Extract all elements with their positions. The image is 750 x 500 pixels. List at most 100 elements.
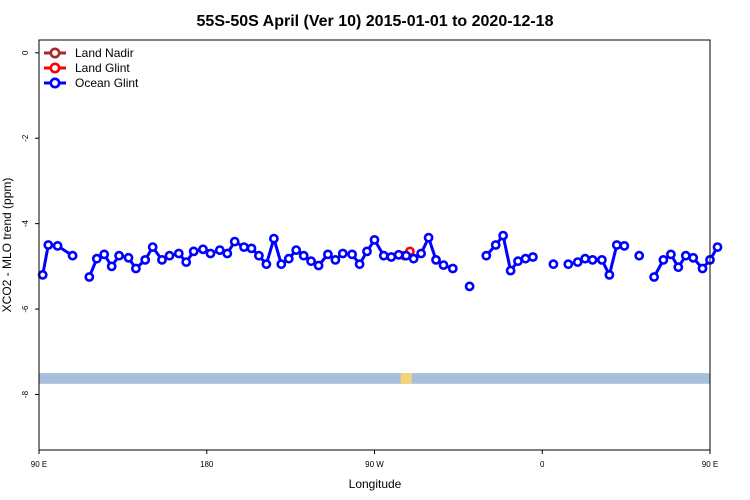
data-point xyxy=(337,248,348,259)
x-axis: 90 E 180 90 W 0 90 E xyxy=(31,450,718,469)
legend-label: Land Nadir xyxy=(75,46,134,60)
data-point xyxy=(291,245,302,255)
data-point xyxy=(298,250,309,261)
data-point xyxy=(408,253,419,264)
data-point xyxy=(611,240,622,250)
x-tick-label: 90 E xyxy=(31,460,47,469)
data-point xyxy=(130,263,141,274)
data-point xyxy=(214,245,225,255)
data-point xyxy=(520,253,531,264)
data-point xyxy=(580,253,590,264)
data-point xyxy=(140,254,151,265)
data-point xyxy=(423,232,434,243)
data-point xyxy=(712,242,723,252)
data-point xyxy=(106,261,117,272)
plot-frame xyxy=(38,39,711,451)
y-tick-label: -2 xyxy=(21,134,30,142)
data-point xyxy=(378,250,389,261)
series-ocean-glint xyxy=(37,230,723,292)
data-point xyxy=(587,254,598,265)
data-point xyxy=(99,249,110,260)
data-point xyxy=(597,254,607,265)
data-point xyxy=(188,246,199,257)
data-point xyxy=(481,250,492,261)
data-point xyxy=(37,269,48,280)
data-point xyxy=(362,246,372,257)
data-point xyxy=(369,234,380,245)
data-point xyxy=(164,250,175,261)
land-mark xyxy=(400,373,412,384)
ocean-band xyxy=(39,373,710,384)
data-point xyxy=(416,248,426,259)
legend-item-ocean-glint: Ocean Glint xyxy=(44,76,139,90)
y-tick-label: -8 xyxy=(21,390,30,398)
legend-label: Land Glint xyxy=(75,61,130,75)
data-point xyxy=(347,249,357,260)
data-point xyxy=(276,259,287,270)
data-point xyxy=(157,254,167,265)
data-point xyxy=(283,253,294,264)
data-point xyxy=(447,263,458,274)
x-tick-label: 90 E xyxy=(702,460,718,469)
data-point xyxy=(239,242,249,252)
data-point xyxy=(563,259,574,270)
data-point xyxy=(490,240,501,250)
data-point xyxy=(604,269,615,280)
ocean-land-band xyxy=(39,373,710,384)
legend-swatch-marker xyxy=(49,62,61,74)
data-point xyxy=(354,259,365,270)
data-point xyxy=(697,263,708,274)
data-point xyxy=(114,250,124,261)
data-point xyxy=(313,260,324,271)
data-point xyxy=(322,249,333,260)
data-point xyxy=(658,254,669,265)
data-point xyxy=(205,248,216,259)
data-point xyxy=(173,248,184,259)
data-point xyxy=(84,272,95,282)
data-point xyxy=(246,243,257,254)
data-point xyxy=(498,230,508,241)
data-point xyxy=(52,240,63,251)
data-point xyxy=(198,244,208,255)
data-point xyxy=(330,254,341,265)
data-point xyxy=(505,265,516,276)
chart-title: 55S-50S April (Ver 10) 2015-01-01 to 202… xyxy=(197,13,554,30)
data-point xyxy=(438,260,449,270)
y-tick-label: -6 xyxy=(21,305,30,313)
x-tick-label: 0 xyxy=(540,460,545,469)
x-axis-label: Longitude xyxy=(349,477,402,491)
data-point xyxy=(222,248,233,259)
data-point xyxy=(123,252,134,263)
legend-swatch-marker xyxy=(49,47,61,59)
data-point xyxy=(619,240,630,251)
data-point xyxy=(688,252,699,263)
data-point xyxy=(268,233,279,244)
data-point xyxy=(572,257,583,267)
data-point xyxy=(253,250,264,261)
x-tick-label: 180 xyxy=(200,460,214,469)
series-layer xyxy=(37,230,723,292)
data-point xyxy=(666,249,676,260)
legend-label: Ocean Glint xyxy=(75,76,139,90)
data-point xyxy=(147,242,158,252)
data-point xyxy=(261,259,272,270)
x-tick-label: 90 W xyxy=(365,460,384,469)
legend-item-land-glint: Land Glint xyxy=(44,61,130,75)
y-axis-label: XCO2 - MLO trend (ppm) xyxy=(0,178,14,313)
data-point xyxy=(401,250,412,261)
data-point xyxy=(634,250,645,261)
data-point xyxy=(649,272,659,282)
legend-swatch-marker xyxy=(49,77,61,89)
y-tick-label: 0 xyxy=(21,50,30,55)
data-point xyxy=(67,250,78,261)
data-point xyxy=(306,256,316,267)
data-point xyxy=(229,236,240,247)
data-point xyxy=(513,256,523,267)
data-point xyxy=(464,281,475,292)
legend-item-land-nadir: Land Nadir xyxy=(44,46,134,60)
data-point xyxy=(393,249,404,260)
data-point xyxy=(673,262,684,273)
data-point xyxy=(431,254,441,265)
